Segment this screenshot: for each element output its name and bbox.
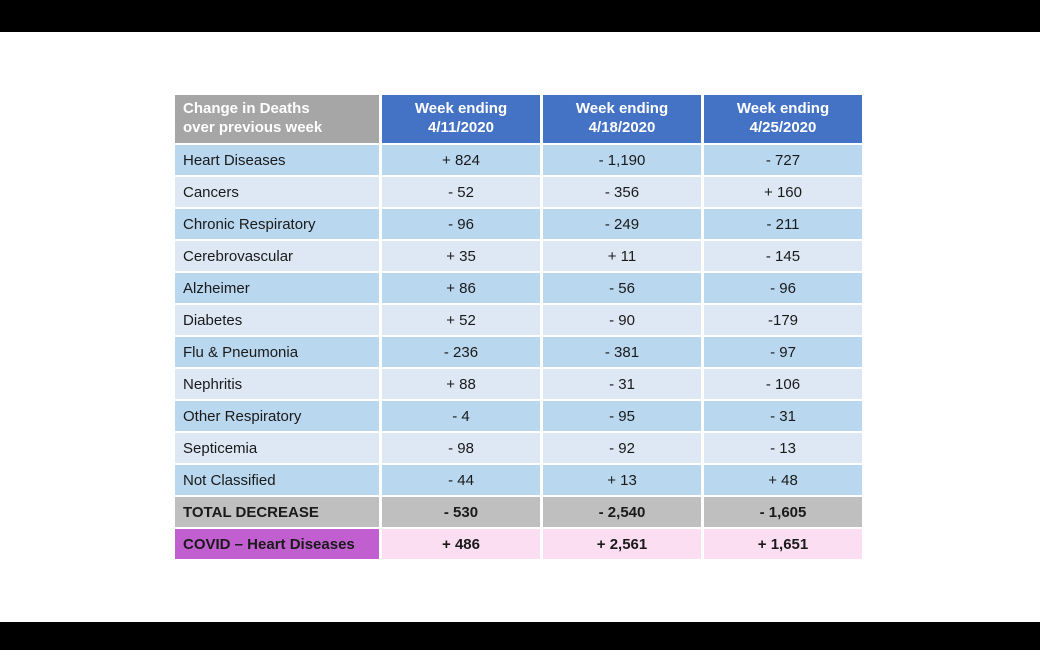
cell-value: - 106 bbox=[704, 369, 862, 399]
cell-value: + 86 bbox=[382, 273, 540, 303]
cell-value: + 35 bbox=[382, 241, 540, 271]
cell-value: - 145 bbox=[704, 241, 862, 271]
cell-value: - 381 bbox=[543, 337, 701, 367]
cell-value: - 97 bbox=[704, 337, 862, 367]
cell-value: -179 bbox=[704, 305, 862, 335]
cell-value: - 356 bbox=[543, 177, 701, 207]
column-header-week2: Week ending 4/18/2020 bbox=[543, 95, 701, 143]
row-label: Alzheimer bbox=[175, 273, 379, 303]
cell-value: - 95 bbox=[543, 401, 701, 431]
letterbox-top bbox=[0, 0, 1040, 32]
row-label: Diabetes bbox=[175, 305, 379, 335]
table-row: Septicemia - 98 - 92 - 13 bbox=[175, 433, 862, 463]
row-label: Not Classified bbox=[175, 465, 379, 495]
cell-value: - 98 bbox=[382, 433, 540, 463]
column-header-week1: Week ending 4/11/2020 bbox=[382, 95, 540, 143]
table-row: Diabetes + 52 - 90 -179 bbox=[175, 305, 862, 335]
cell-value: - 211 bbox=[704, 209, 862, 239]
cell-value: + 824 bbox=[382, 145, 540, 175]
cell-value: - 4 bbox=[382, 401, 540, 431]
cell-value: + 1,651 bbox=[704, 529, 862, 559]
table-row: Not Classified - 44 + 13 + 48 bbox=[175, 465, 862, 495]
cell-value: - 56 bbox=[543, 273, 701, 303]
cell-value: - 90 bbox=[543, 305, 701, 335]
corner-header: Change in Deaths over previous week bbox=[175, 95, 379, 143]
cell-value: - 31 bbox=[704, 401, 862, 431]
letterbox-bottom bbox=[0, 622, 1040, 650]
row-label: TOTAL DECREASE bbox=[175, 497, 379, 527]
cell-value: - 92 bbox=[543, 433, 701, 463]
table-row: Nephritis + 88 - 31 - 106 bbox=[175, 369, 862, 399]
table-row: Chronic Respiratory - 96 - 249 - 211 bbox=[175, 209, 862, 239]
table-row: Cancers - 52 - 356 + 160 bbox=[175, 177, 862, 207]
table-row: Heart Diseases + 824 - 1,190 - 727 bbox=[175, 145, 862, 175]
cell-value: - 1,190 bbox=[543, 145, 701, 175]
cell-value: - 2,540 bbox=[543, 497, 701, 527]
cell-value: + 52 bbox=[382, 305, 540, 335]
deaths-table: Change in Deaths over previous week Week… bbox=[172, 93, 865, 561]
cell-value: - 1,605 bbox=[704, 497, 862, 527]
row-label: Cancers bbox=[175, 177, 379, 207]
row-label: Other Respiratory bbox=[175, 401, 379, 431]
row-label: Heart Diseases bbox=[175, 145, 379, 175]
cell-value: + 13 bbox=[543, 465, 701, 495]
cell-value: - 96 bbox=[704, 273, 862, 303]
cell-value: - 249 bbox=[543, 209, 701, 239]
cell-value: - 530 bbox=[382, 497, 540, 527]
cell-value: + 2,561 bbox=[543, 529, 701, 559]
row-label: Septicemia bbox=[175, 433, 379, 463]
row-label: Chronic Respiratory bbox=[175, 209, 379, 239]
cell-value: - 31 bbox=[543, 369, 701, 399]
header-row: Change in Deaths over previous week Week… bbox=[175, 95, 862, 143]
row-label: Cerebrovascular bbox=[175, 241, 379, 271]
row-label: Flu & Pneumonia bbox=[175, 337, 379, 367]
cell-value: - 727 bbox=[704, 145, 862, 175]
table-row: Cerebrovascular + 35 + 11 - 145 bbox=[175, 241, 862, 271]
row-label: Nephritis bbox=[175, 369, 379, 399]
table-row: Alzheimer + 86 - 56 - 96 bbox=[175, 273, 862, 303]
cell-value: + 11 bbox=[543, 241, 701, 271]
row-label: COVID – Heart Diseases bbox=[175, 529, 379, 559]
cell-value: - 96 bbox=[382, 209, 540, 239]
cell-value: + 88 bbox=[382, 369, 540, 399]
cell-value: + 486 bbox=[382, 529, 540, 559]
total-decrease-row: TOTAL DECREASE - 530 - 2,540 - 1,605 bbox=[175, 497, 862, 527]
cell-value: - 44 bbox=[382, 465, 540, 495]
cell-value: - 236 bbox=[382, 337, 540, 367]
cell-value: + 48 bbox=[704, 465, 862, 495]
cell-value: - 13 bbox=[704, 433, 862, 463]
column-header-week3: Week ending 4/25/2020 bbox=[704, 95, 862, 143]
table-row: Other Respiratory - 4 - 95 - 31 bbox=[175, 401, 862, 431]
cell-value: + 160 bbox=[704, 177, 862, 207]
cell-value: - 52 bbox=[382, 177, 540, 207]
covid-heart-diseases-row: COVID – Heart Diseases + 486 + 2,561 + 1… bbox=[175, 529, 862, 559]
table-row: Flu & Pneumonia - 236 - 381 - 97 bbox=[175, 337, 862, 367]
